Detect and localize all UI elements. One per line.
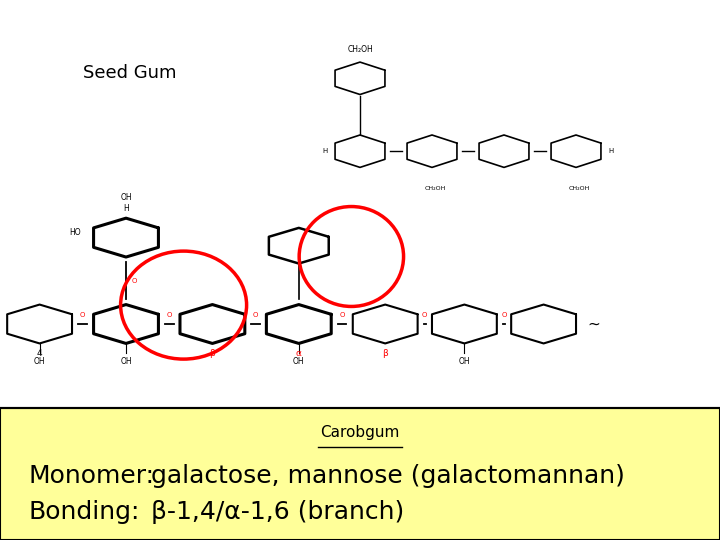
Text: Monomer:: Monomer: [29,464,155,488]
Text: 4: 4 [37,349,42,358]
Text: OH: OH [34,357,45,366]
Text: β: β [382,349,388,358]
Text: galactose, mannose (galactomannan): galactose, mannose (galactomannan) [151,464,625,488]
Text: O: O [132,278,137,284]
Text: H: H [608,148,613,154]
FancyBboxPatch shape [0,408,720,540]
Text: α: α [296,349,302,358]
Text: O: O [422,312,428,318]
Text: Seed Gum: Seed Gum [83,64,176,82]
Text: β-1,4/α-1,6 (branch): β-1,4/α-1,6 (branch) [151,500,405,524]
Text: Bonding:: Bonding: [29,500,140,524]
Text: CH₂OH: CH₂OH [425,186,446,191]
Text: OH: OH [459,357,470,366]
Text: OH: OH [293,357,305,366]
Text: O: O [339,312,345,318]
Text: CH₂OH: CH₂OH [347,45,373,54]
Text: O: O [501,312,507,318]
Text: OH: OH [120,357,132,366]
Text: O: O [166,312,172,318]
Text: O: O [253,312,258,318]
Text: HO: HO [70,228,81,237]
Text: ~: ~ [588,316,600,332]
Text: β: β [210,349,215,358]
Text: Carobgum: Carobgum [320,425,400,440]
Text: H: H [323,148,328,154]
Text: CH₂OH: CH₂OH [569,186,590,191]
Text: O: O [80,312,86,318]
Text: OH
H: OH H [120,193,132,213]
